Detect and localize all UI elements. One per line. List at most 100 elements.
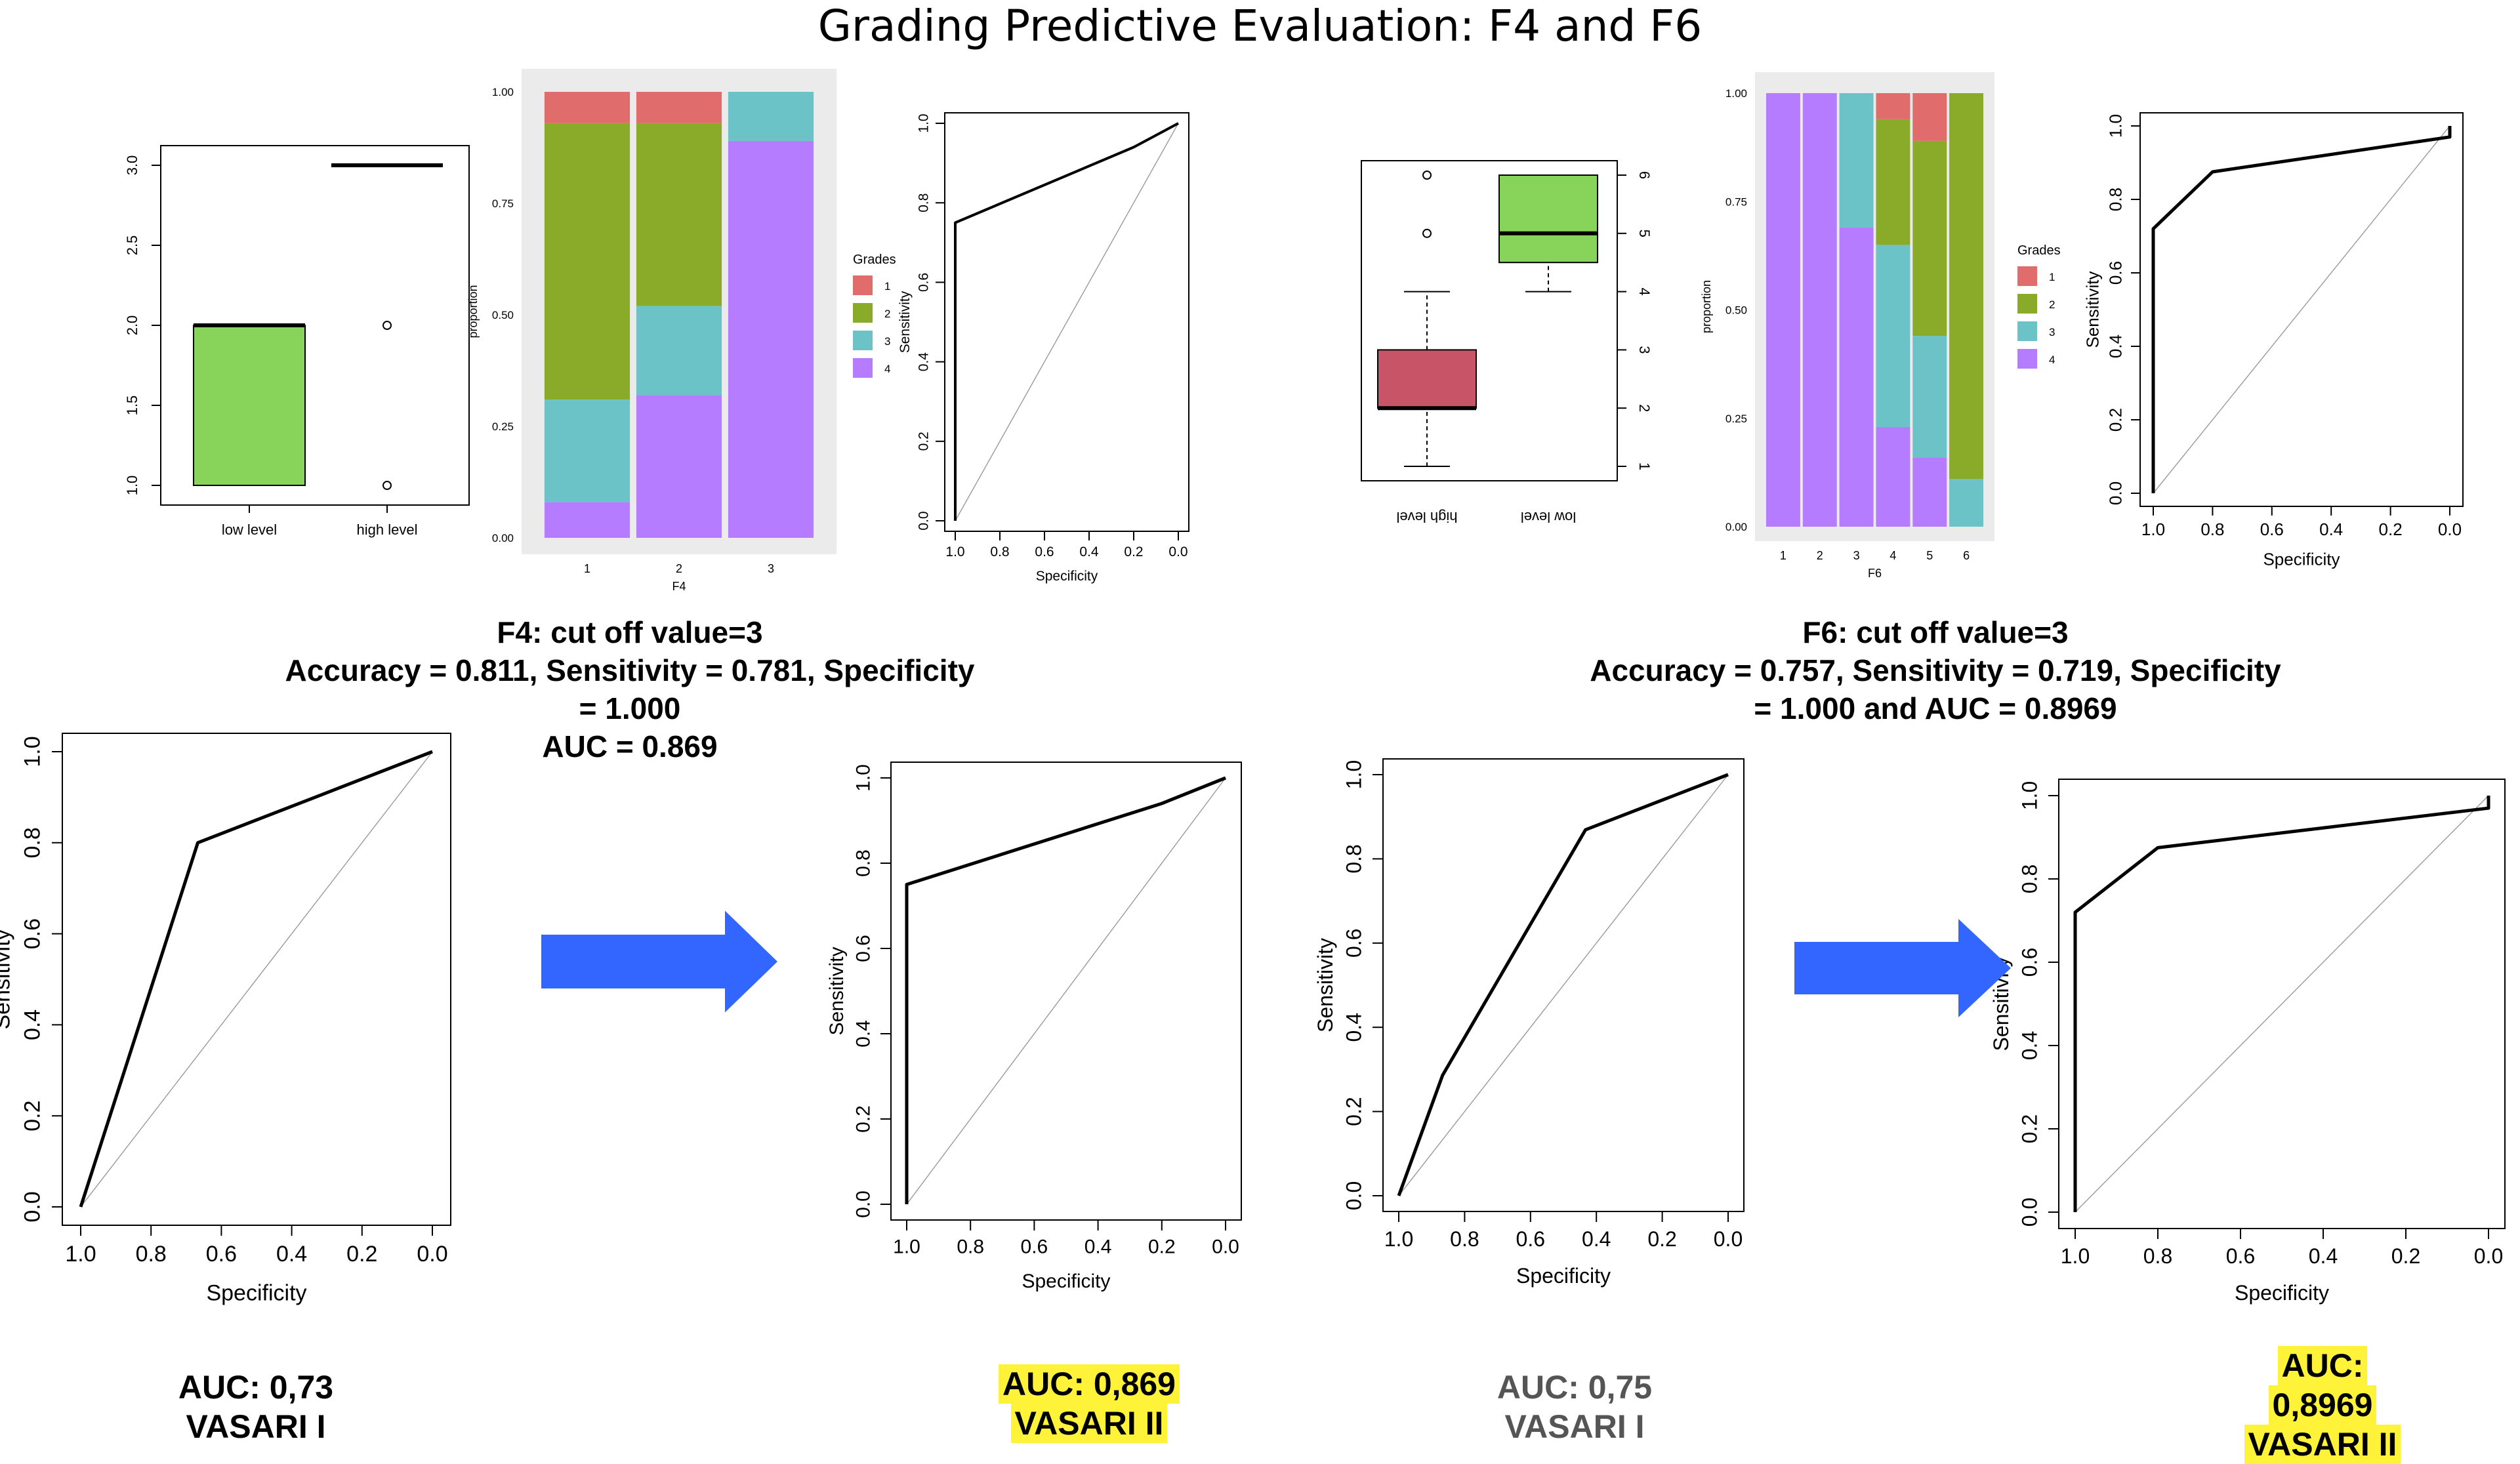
f4-x-tick-label: 2 <box>676 562 682 575</box>
f6-x-tick-label: 1 <box>1780 549 1787 562</box>
f4-legend-label: 2 <box>884 308 890 320</box>
f6-legend-label: 2 <box>2049 298 2055 311</box>
f6-small-y-tick-label: 0.0 <box>2106 481 2126 505</box>
f4-v2-y-tick-label: 0.0 <box>853 1190 875 1218</box>
f4-v1-roc-curve <box>79 750 433 1208</box>
f6-y-axis-label: proportion <box>1700 280 1713 333</box>
f4-v2-y-axis-label: Sensitivity <box>826 946 848 1035</box>
f4-v2-x-tick-label: 0.2 <box>1148 1236 1176 1258</box>
f4-box-y-tick-label: 2.5 <box>124 235 140 256</box>
f6-x-tick-label: 3 <box>1853 549 1860 562</box>
f4-stat-auc: AUC = 0.869 <box>542 729 718 763</box>
f4-small-y-tick-label: 0.8 <box>916 193 931 213</box>
f4-legend-label: 3 <box>884 335 890 348</box>
f6-legend-swatch <box>2017 349 2037 369</box>
f4-v1-y-tick-label: 0.8 <box>20 827 45 858</box>
f4-auc-vasari2-value: AUC: 0,869 <box>999 1364 1180 1404</box>
f4-auc-vasari1-value: AUC: 0,73 <box>178 1369 334 1406</box>
f4-legend-swatch <box>853 275 873 295</box>
f6-small-roc-plot: 1.0 0.8 0.6 0.4 0.2 0.0 0.0 0.2 0.4 0.6 0.8 1.0 Spec… <box>2083 112 2464 569</box>
f4-small-x-axis-label: Specificity <box>1036 569 1098 584</box>
f4-box-body <box>193 325 306 486</box>
f4-v1-x-axis-label: Specificity <box>206 1281 306 1306</box>
f4-v1-x-tick-label: 0.2 <box>346 1242 377 1267</box>
f4-v2-y-tick-label: 0.4 <box>853 1020 875 1047</box>
f4-legend-title: Grades <box>853 253 896 267</box>
f4-v1-y-tick-label: 1.0 <box>20 736 45 767</box>
f4-v2-y-tick-label: 0.6 <box>853 935 875 962</box>
f4-auc-vasari2-label: VASARI II <box>1010 1404 1168 1443</box>
f4-v2-y-tick-label: 0.8 <box>853 849 875 877</box>
f4-box-outlier <box>382 321 392 330</box>
f6-legend-label: 3 <box>2049 326 2055 338</box>
f4-x-axis-label: F4 <box>672 580 686 593</box>
f6-box-body <box>1377 349 1477 409</box>
f4-box-y-tick-label: 1.0 <box>124 476 140 496</box>
f6-small-x-tick-label: 0.0 <box>2438 519 2462 539</box>
f6-legend-title: Grades <box>2017 243 2061 258</box>
f4-v1-x-tick-label: 0.0 <box>417 1242 447 1267</box>
f6-y-tick-label: 0.50 <box>1725 304 1747 317</box>
f6-v1-y-tick-label: 0.8 <box>1342 844 1365 873</box>
f6-v2-x-tick-label: 0.8 <box>2143 1244 2172 1268</box>
f6-auc-vasari2-label: VASARI II <box>2244 1425 2401 1464</box>
f6-stat-title: F6: cut off value=3 <box>1802 615 2069 649</box>
f6-v1-y-tick-label: 0.4 <box>1342 1013 1365 1042</box>
f4-legend-swatch <box>853 358 873 378</box>
f6-v1-x-tick-label: 1.0 <box>1384 1227 1413 1251</box>
f6-bar-segment <box>1766 93 1800 527</box>
f6-stat-metrics: Accuracy = 0.757, Sensitivity = 0.719, S… <box>1590 653 2281 687</box>
f4-bar-segment <box>636 306 722 396</box>
f4-small-y-tick-label: 0.6 <box>916 273 931 292</box>
f4-v1-y-tick-label: 0.2 <box>20 1101 45 1131</box>
f6-v2-x-tick-label: 0.0 <box>2474 1244 2503 1268</box>
f4-stat-metrics: Accuracy = 0.811, Sensitivity = 0.781, S… <box>285 653 975 687</box>
f6-v2-y-tick-label: 0.4 <box>2017 1031 2041 1060</box>
f6-v1-x-tick-label: 0.0 <box>1714 1227 1743 1251</box>
f6-small-x-tick-label: 0.4 <box>2319 519 2343 539</box>
f6-x-tick-label: 5 <box>1926 549 1933 562</box>
f6-small-roc-curve <box>2151 126 2452 493</box>
f6-v1-y-tick-label: 0.0 <box>1342 1181 1365 1210</box>
f6-right-arrow <box>1794 919 2011 1017</box>
f4-y-tick-label: 0.75 <box>492 197 514 210</box>
f4-v2-x-axis-label: Specificity <box>1022 1271 1110 1292</box>
f6-bar-segment <box>1876 93 1911 119</box>
f4-v1-y-tick-label: 0.4 <box>20 1009 45 1040</box>
f6-bar-segment <box>1912 336 1947 458</box>
f4-small-y-tick-label: 0.2 <box>916 432 931 451</box>
f4-stats: F4: cut off value=3 Accuracy = 0.811, Se… <box>223 613 1037 765</box>
f4-legend-swatch <box>853 331 873 350</box>
f4-box-category-label: high level <box>357 521 418 538</box>
f4-v2-x-tick-label: 1.0 <box>893 1236 920 1258</box>
f6-bar-segment <box>1839 93 1874 228</box>
f6-box-y-tick-label: 3 <box>1636 346 1653 354</box>
f4-box-outlier <box>382 481 392 490</box>
f6-small-x-tick-label: 0.2 <box>2379 519 2403 539</box>
f6-v1-x-tick-label: 0.6 <box>1516 1227 1545 1251</box>
f4-v1-roc-plot: 1.0 0.8 0.6 0.4 0.2 0.0 0.0 0.2 0.4 0.6 0.8 1.0 Spec… <box>0 733 451 1306</box>
f4-box-category-label: low level <box>222 521 277 538</box>
f6-box-outlier <box>1422 171 1432 180</box>
f6-x-tick-label: 4 <box>1890 549 1896 562</box>
f6-auc-vasari1-label: VASARI I <box>1504 1408 1645 1445</box>
f6-bar-segment <box>1949 479 1984 527</box>
f4-bar-segment <box>544 502 630 538</box>
f6-y-tick-label: 0.75 <box>1725 195 1747 208</box>
f6-bar-segment <box>1876 245 1911 427</box>
f4-boxplot: 1.0 1.5 2.0 2.5 3.0 low level high level <box>124 145 470 538</box>
page-title: Grading Predictive Evaluation: F4 and F6 <box>817 1 1703 51</box>
f4-auc-vasari1-label: VASARI I <box>186 1408 326 1445</box>
f4-v2-x-tick-label: 0.6 <box>1021 1236 1048 1258</box>
f4-bar-segment <box>636 395 722 538</box>
f6-v1-y-tick-label: 1.0 <box>1342 760 1365 789</box>
f6-stacked-bar: 1 2 3 4 5 6 0.00 0.25 0.50 0.75 1.00 F6 proportion Gr… <box>1700 72 2061 580</box>
f4-right-arrow <box>541 910 777 1013</box>
f6-v1-x-axis-label: Specificity <box>1516 1264 1611 1288</box>
f6-v1-x-tick-label: 0.8 <box>1450 1227 1479 1251</box>
f4-v1-x-tick-label: 1.0 <box>65 1242 96 1267</box>
f6-box-category-label: high level <box>1397 509 1458 525</box>
f4-small-x-tick-label: 0.6 <box>1035 544 1054 559</box>
f4-stat-specificity: = 1.000 <box>579 691 681 725</box>
f6-small-y-tick-label: 0.2 <box>2106 408 2126 432</box>
